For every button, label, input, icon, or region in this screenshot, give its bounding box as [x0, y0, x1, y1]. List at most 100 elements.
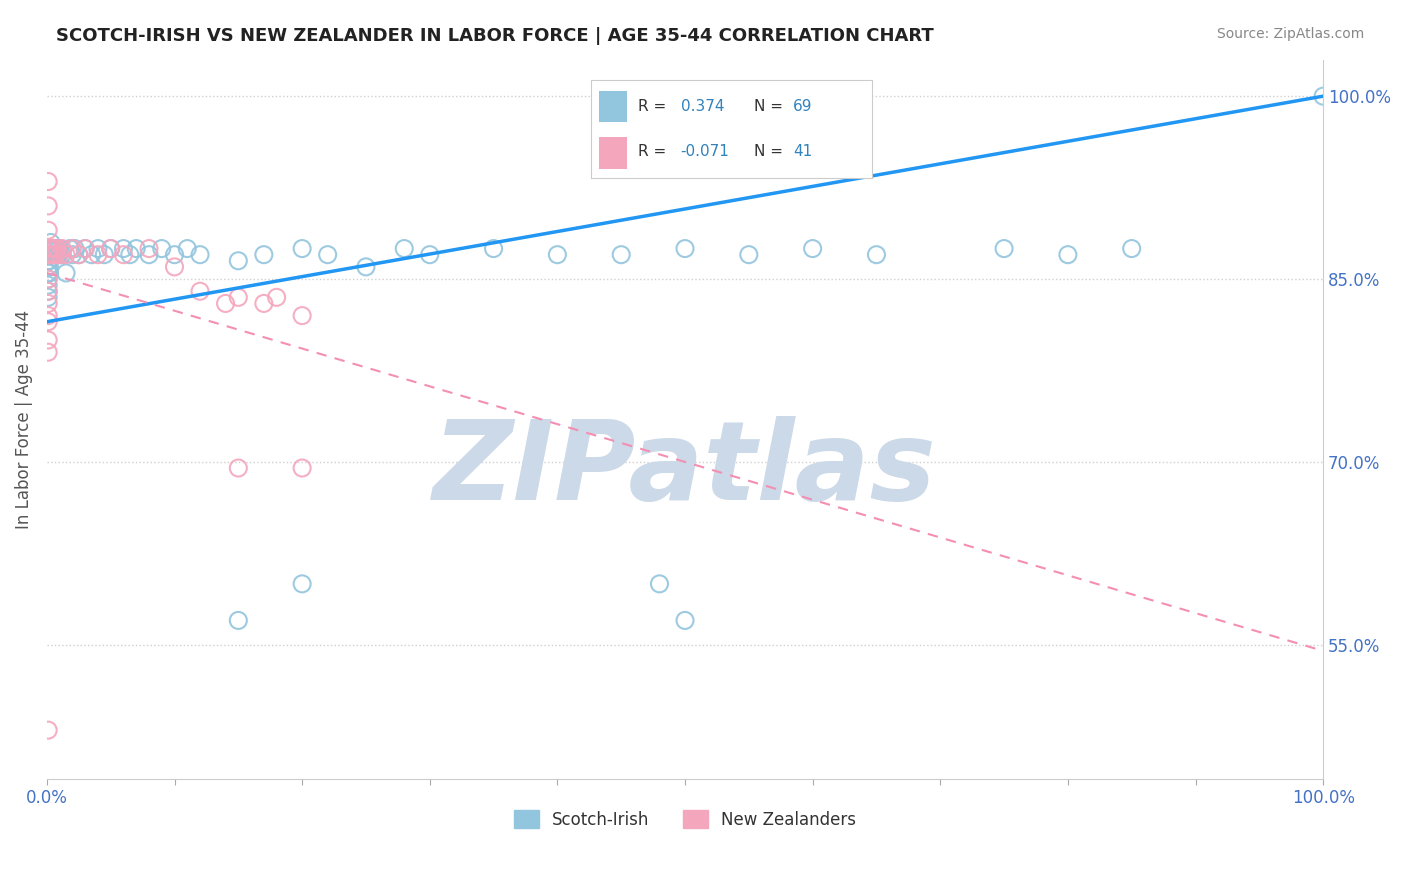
- Point: [228, 290, 250, 304]
- Point: [41, 248, 63, 262]
- Point: [42, 242, 65, 256]
- Point: [801, 242, 824, 256]
- Point: [291, 461, 314, 475]
- Point: [38, 253, 60, 268]
- Point: [46, 242, 69, 256]
- Point: [55, 266, 77, 280]
- Point: [44, 242, 66, 256]
- Point: [125, 242, 148, 256]
- Point: [253, 296, 276, 310]
- Point: [37, 248, 59, 262]
- Point: [45, 248, 67, 262]
- Point: [228, 253, 250, 268]
- Text: N =: N =: [754, 145, 787, 160]
- Point: [51, 242, 73, 256]
- Point: [112, 242, 135, 256]
- Point: [610, 248, 633, 262]
- Point: [37, 248, 59, 262]
- Point: [138, 242, 160, 256]
- Point: [39, 248, 62, 262]
- Point: [37, 223, 59, 237]
- Point: [648, 577, 671, 591]
- Point: [37, 242, 59, 256]
- Point: [163, 260, 186, 274]
- Point: [39, 242, 62, 256]
- Text: SCOTCH-IRISH VS NEW ZEALANDER IN LABOR FORCE | AGE 35-44 CORRELATION CHART: SCOTCH-IRISH VS NEW ZEALANDER IN LABOR F…: [56, 27, 934, 45]
- Point: [354, 260, 377, 274]
- Text: 41: 41: [793, 145, 813, 160]
- Point: [38, 260, 60, 274]
- Point: [38, 248, 60, 262]
- Point: [37, 290, 59, 304]
- Point: [44, 242, 66, 256]
- Point: [39, 248, 62, 262]
- Point: [48, 248, 70, 262]
- Point: [1057, 248, 1080, 262]
- Point: [37, 296, 59, 310]
- Text: N =: N =: [754, 99, 787, 114]
- Point: [42, 248, 65, 262]
- Point: [291, 577, 314, 591]
- Point: [38, 242, 60, 256]
- Point: [87, 242, 110, 256]
- Text: 0.374: 0.374: [681, 99, 724, 114]
- Point: [46, 242, 69, 256]
- Point: [228, 614, 250, 628]
- Point: [67, 248, 90, 262]
- Point: [138, 248, 160, 262]
- Point: [62, 248, 84, 262]
- Point: [673, 614, 696, 628]
- Point: [38, 248, 60, 262]
- Point: [738, 248, 761, 262]
- Point: [100, 242, 122, 256]
- Point: [37, 272, 59, 286]
- Point: [37, 199, 59, 213]
- Point: [188, 285, 211, 299]
- Point: [163, 248, 186, 262]
- Point: [37, 333, 59, 347]
- Point: [38, 242, 60, 256]
- Point: [38, 266, 60, 280]
- Point: [55, 248, 77, 262]
- Point: [48, 242, 70, 256]
- Point: [67, 248, 90, 262]
- Text: 69: 69: [793, 99, 813, 114]
- Point: [37, 174, 59, 188]
- Point: [37, 248, 59, 262]
- Point: [41, 242, 63, 256]
- Point: [673, 242, 696, 256]
- Point: [419, 248, 441, 262]
- Legend: Scotch-Irish, New Zealanders: Scotch-Irish, New Zealanders: [508, 804, 863, 835]
- Point: [39, 242, 62, 256]
- Y-axis label: In Labor Force | Age 35-44: In Labor Force | Age 35-44: [15, 310, 32, 529]
- Point: [51, 248, 73, 262]
- Point: [80, 248, 103, 262]
- Point: [39, 235, 62, 250]
- Point: [75, 242, 97, 256]
- Point: [37, 285, 59, 299]
- Point: [150, 242, 173, 256]
- Point: [253, 248, 276, 262]
- Point: [63, 242, 86, 256]
- Point: [37, 723, 59, 738]
- Point: [546, 248, 568, 262]
- Text: R =: R =: [638, 145, 672, 160]
- Point: [291, 309, 314, 323]
- Bar: [599, 137, 627, 169]
- Point: [59, 242, 82, 256]
- Text: ZIPatlas: ZIPatlas: [433, 416, 936, 523]
- Point: [100, 242, 122, 256]
- Point: [37, 309, 59, 323]
- Point: [37, 266, 59, 280]
- Point: [118, 248, 141, 262]
- Point: [316, 248, 339, 262]
- Point: [48, 248, 70, 262]
- Point: [37, 260, 59, 274]
- Point: [87, 248, 110, 262]
- Point: [41, 242, 63, 256]
- Point: [266, 290, 288, 304]
- Point: [37, 253, 59, 268]
- Point: [176, 242, 198, 256]
- Point: [865, 248, 887, 262]
- Point: [42, 248, 65, 262]
